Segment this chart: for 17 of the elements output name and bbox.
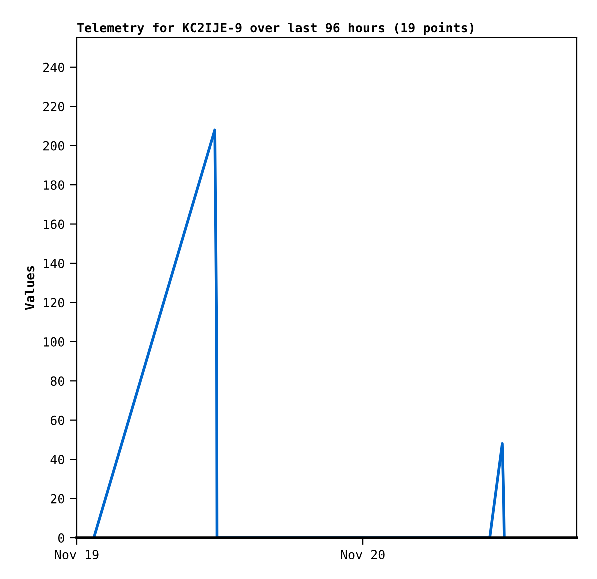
y-tick-label: 100 [44, 337, 64, 347]
chart-title: Telemetry for KC2IJE-9 over last 96 hours (19 points) [78, 22, 474, 36]
y-tick-label: 0 [58, 534, 64, 543]
y-tick-label: 240 [44, 62, 64, 72]
y-tick-label: 160 [44, 220, 64, 230]
y-tick-label: 20 [51, 494, 64, 504]
y-tick-label: 140 [44, 258, 64, 268]
y-tick-label: 80 [50, 376, 64, 386]
y-tick-label: 120 [44, 298, 64, 308]
x-tick-label: Nov 20 [341, 550, 385, 560]
x-tick-label: Nov 19 [55, 550, 99, 560]
y-tick-label: 60 [50, 416, 64, 426]
y-tick-label: 180 [44, 180, 64, 190]
y-axis-title: Values [24, 266, 35, 310]
y-tick-label: 40 [50, 455, 64, 465]
y-tick-label: 200 [44, 141, 64, 151]
y-tick-label: 220 [44, 102, 64, 112]
